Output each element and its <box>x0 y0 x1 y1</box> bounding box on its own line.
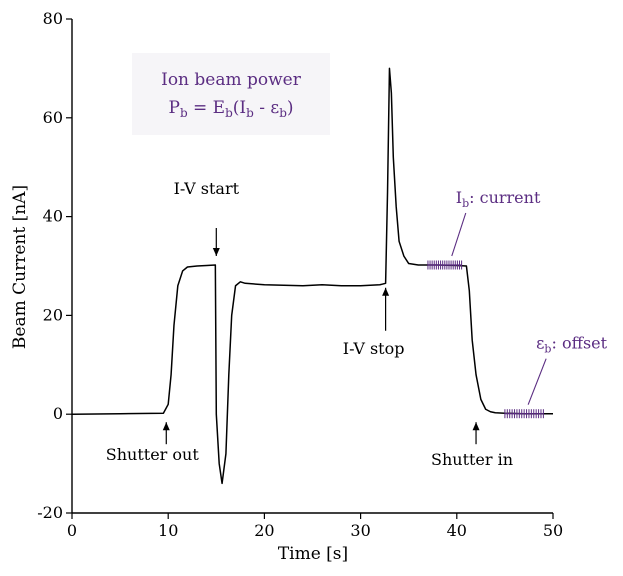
x-tick-label: 50 <box>543 521 563 540</box>
iv-stop-arrow-head <box>382 287 390 296</box>
beam-current-line <box>71 67 553 485</box>
series-layer <box>71 67 553 485</box>
y-axis-title: Beam Current [nA] <box>10 185 30 349</box>
x-axis-title: Time [s] <box>278 544 348 564</box>
y-tick-label: 20 <box>43 305 63 324</box>
marker-leader-line <box>527 358 547 405</box>
iv-start-arrow-head <box>212 248 220 256</box>
x-tick-label: 30 <box>350 521 370 540</box>
current-label: Ib: current <box>456 188 541 210</box>
ion-beam-power-box: Ion beam power Pb = Eb(Ib - εb) <box>132 53 330 135</box>
offset-label: εb: offset <box>536 334 608 356</box>
offset-marker: εb: offset <box>504 334 608 419</box>
shutter-in-arrow-head <box>472 422 480 431</box>
shutter-out-label: Shutter out <box>106 445 200 464</box>
y-tick-label: 60 <box>43 108 63 127</box>
iv-start-label: I-V start <box>174 179 240 198</box>
marker-leader-line <box>451 212 467 257</box>
iv-stop-label: I-V stop <box>343 339 405 358</box>
y-tick-label: 0 <box>53 404 63 423</box>
shutter-in-label: Shutter in <box>431 450 513 469</box>
current-marker: Ib: current <box>427 188 541 270</box>
y-tick-label: 40 <box>43 207 63 226</box>
x-tick-label: 40 <box>447 521 467 540</box>
infobox-equation: Pb = Eb(Ib - εb) <box>168 98 293 120</box>
shutter-out-arrow-head <box>162 422 170 431</box>
annotation-layer: Shutter out I-V start I-V stop Shutter in <box>106 179 513 469</box>
x-tick-label: 0 <box>67 521 77 540</box>
y-tick-label: 80 <box>43 9 63 28</box>
x-tick-label: 10 <box>158 521 178 540</box>
x-tick-label: 20 <box>254 521 274 540</box>
infobox-title: Ion beam power <box>161 70 302 90</box>
infobox-background <box>132 53 330 135</box>
marker-layer: Ib: current εb: offset <box>427 188 608 419</box>
y-tick-label: -20 <box>37 503 63 522</box>
